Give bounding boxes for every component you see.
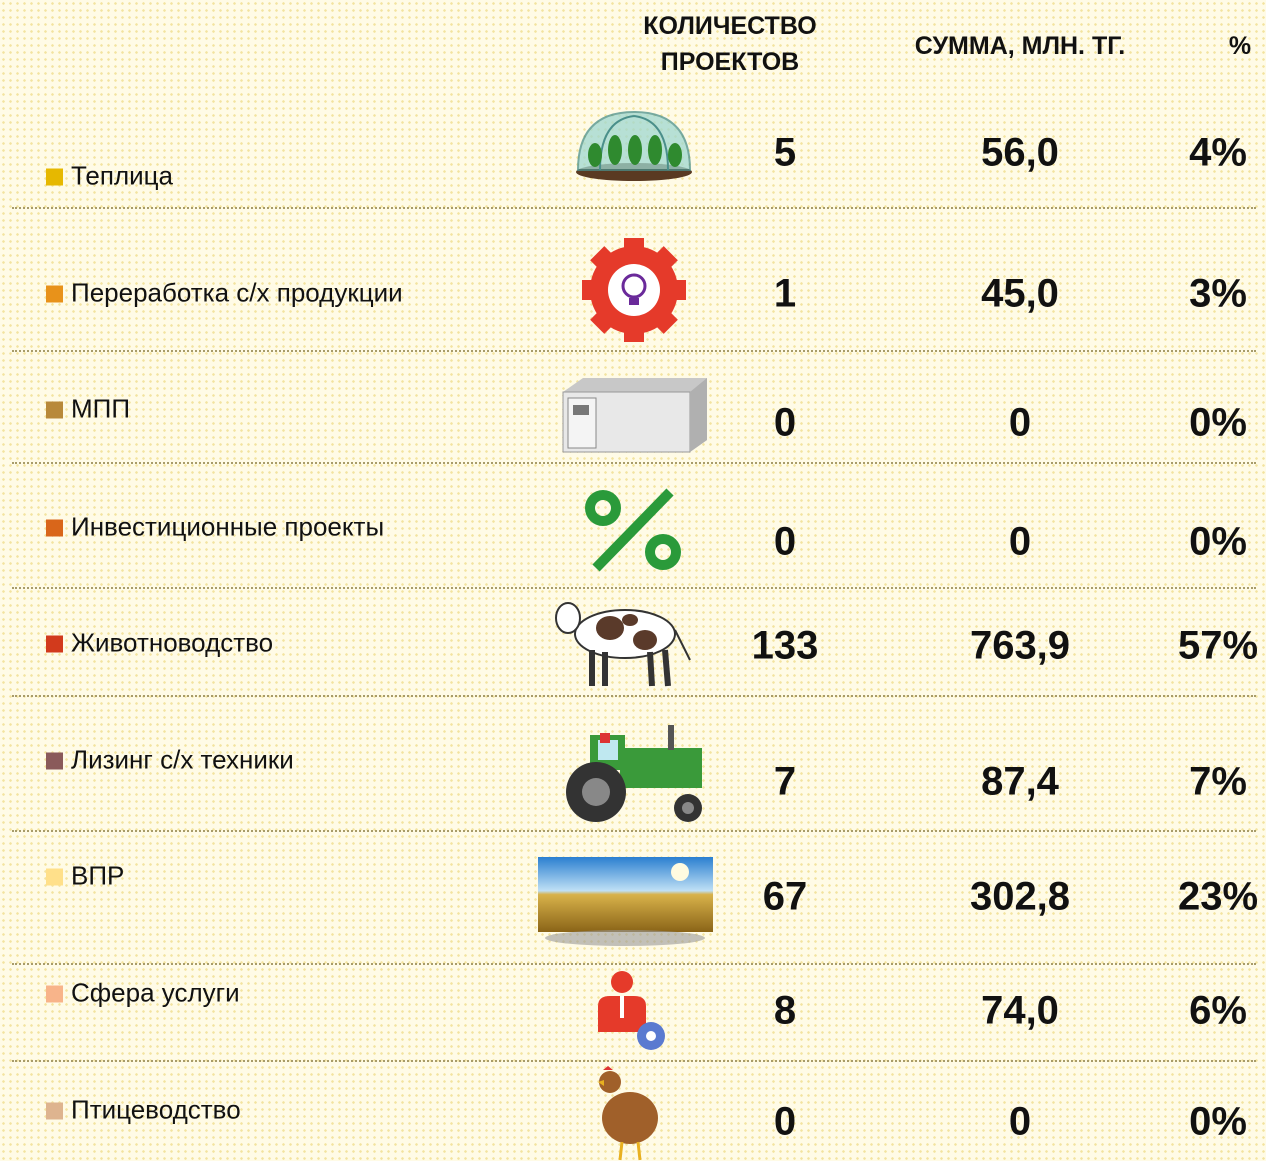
label-text: Лизинг с/х техники <box>71 745 294 775</box>
legend-square <box>46 520 63 537</box>
tractor-icon <box>566 725 702 822</box>
sum: 0 <box>1009 520 1031 565</box>
percent: 0% <box>1189 401 1247 446</box>
row-separator <box>12 462 1256 464</box>
label-text: Животноводство <box>71 628 273 658</box>
header-percent: % <box>1210 28 1266 64</box>
sum: 302,8 <box>970 875 1070 920</box>
count: 133 <box>752 624 819 669</box>
count: 0 <box>774 1100 796 1145</box>
legend-square <box>46 986 63 1003</box>
count: 0 <box>774 401 796 446</box>
label-text: Птицеводство <box>71 1095 241 1125</box>
person-icon <box>598 971 665 1050</box>
sum: 45,0 <box>981 272 1059 317</box>
label-text: Инвестиционные проекты <box>71 512 384 542</box>
page: КОЛИЧЕСТВО ПРОЕКТОВ СУММА, МЛН. ТГ. % Те… <box>0 0 1266 1161</box>
count: 67 <box>763 875 808 920</box>
row-label: Теплица <box>46 161 173 192</box>
percent: 23% <box>1178 875 1258 920</box>
row-separator <box>12 587 1256 589</box>
header-count: КОЛИЧЕСТВО ПРОЕКТОВ <box>620 8 840 80</box>
percent: 6% <box>1189 989 1247 1034</box>
greenhouse-icon <box>576 112 692 181</box>
percent: 0% <box>1189 1100 1247 1145</box>
label-text: МПП <box>71 394 130 424</box>
chicken-icon <box>598 1066 658 1160</box>
row-separator <box>12 963 1256 965</box>
percent: 3% <box>1189 272 1247 317</box>
legend-square <box>46 753 63 770</box>
row-label: Птицеводство <box>46 1095 241 1126</box>
row-label: ВПР <box>46 861 124 892</box>
label-text: Сфера услуги <box>71 978 240 1008</box>
count: 0 <box>774 520 796 565</box>
sum: 763,9 <box>970 624 1070 669</box>
row-label: Лизинг с/х техники <box>46 745 294 776</box>
percent: 4% <box>1189 131 1247 176</box>
row-label: МПП <box>46 394 130 425</box>
count: 8 <box>774 989 796 1034</box>
legend-square <box>46 402 63 419</box>
row-label: Животноводство <box>46 628 273 659</box>
cow-icon <box>556 603 690 686</box>
legend-square <box>46 286 63 303</box>
legend-square <box>46 636 63 653</box>
row-separator <box>12 695 1256 697</box>
sum: 74,0 <box>981 989 1059 1034</box>
row-label: Инвестиционные проекты <box>46 512 384 543</box>
row-separator <box>12 207 1256 209</box>
legend-square <box>46 869 63 886</box>
label-text: ВПР <box>71 861 124 891</box>
sum: 0 <box>1009 401 1031 446</box>
sum: 87,4 <box>981 760 1059 805</box>
header-sum: СУММА, МЛН. ТГ. <box>880 28 1160 64</box>
row-separator <box>12 350 1256 352</box>
container-icon <box>563 378 707 452</box>
count: 1 <box>774 272 796 317</box>
row-label: Сфера услуги <box>46 978 240 1009</box>
count: 5 <box>774 131 796 176</box>
legend-square <box>46 1103 63 1120</box>
row-label: Переработка с/х продукции <box>46 278 403 309</box>
count: 7 <box>774 760 796 805</box>
percent: 57% <box>1178 624 1258 669</box>
percent: 0% <box>1189 520 1247 565</box>
row-separator <box>12 1060 1256 1062</box>
gear-icon <box>582 238 686 342</box>
row-separator <box>12 830 1256 832</box>
sum: 0 <box>1009 1100 1031 1145</box>
percent-icon <box>590 492 676 568</box>
sum: 56,0 <box>981 131 1059 176</box>
percent: 7% <box>1189 760 1247 805</box>
label-text: Переработка с/х продукции <box>71 278 403 308</box>
label-text: Теплица <box>71 161 173 191</box>
legend-square <box>46 169 63 186</box>
field-icon <box>538 857 713 946</box>
